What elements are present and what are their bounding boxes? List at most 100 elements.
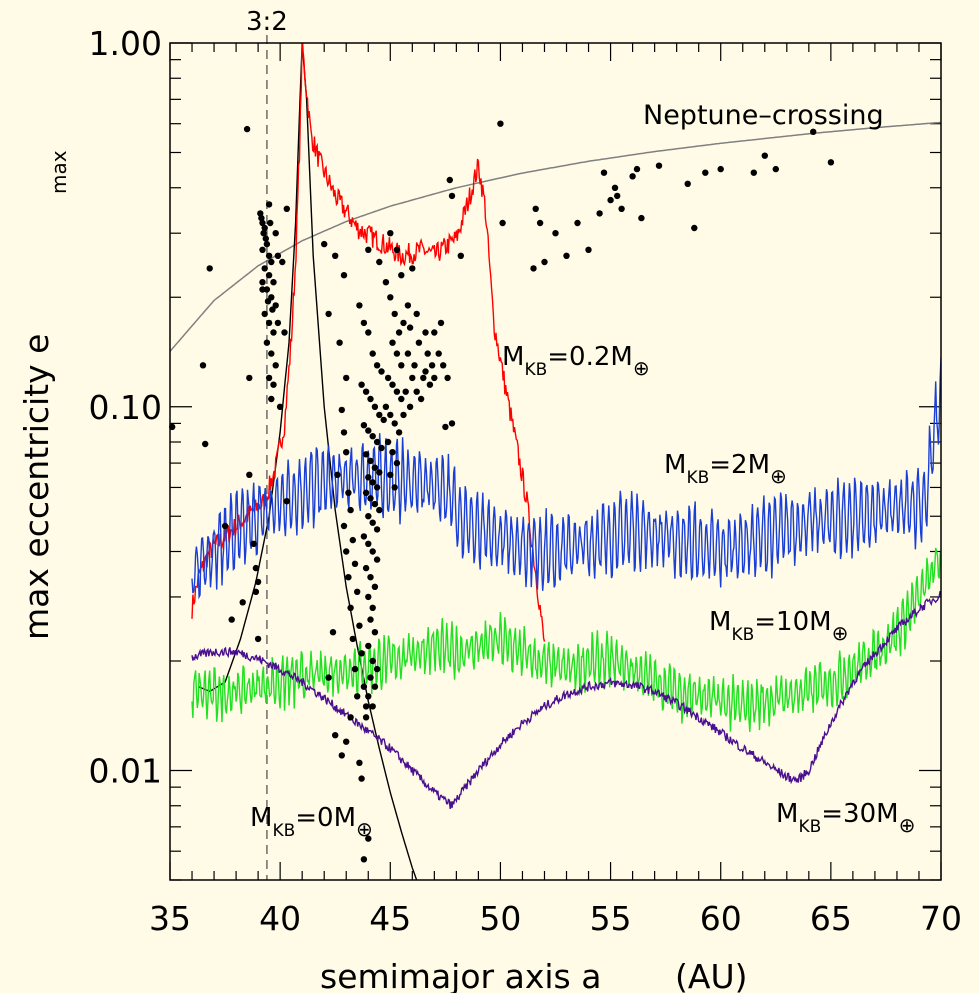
kbo-point bbox=[574, 219, 581, 227]
kbo-point bbox=[356, 302, 363, 309]
kbo-point bbox=[336, 339, 343, 346]
kbo-point bbox=[349, 635, 356, 643]
kbo-point bbox=[329, 629, 337, 636]
kbo-point bbox=[358, 650, 365, 657]
kbo-point bbox=[265, 374, 273, 382]
kbo-point bbox=[563, 252, 570, 259]
kbo-point bbox=[376, 258, 383, 266]
kbo-point bbox=[541, 258, 548, 266]
kbo-point bbox=[373, 484, 381, 491]
kbo-point bbox=[274, 252, 282, 259]
kbo-point bbox=[265, 319, 273, 327]
kbo-point bbox=[371, 583, 379, 590]
kbo-point bbox=[373, 362, 381, 369]
kbo-point bbox=[431, 329, 438, 336]
kbo-point bbox=[362, 489, 370, 496]
kbo-point bbox=[633, 165, 641, 173]
kbo-point bbox=[371, 683, 379, 690]
series-line-4 bbox=[191, 590, 941, 809]
kbo-point bbox=[411, 362, 418, 369]
kbo-point bbox=[259, 246, 266, 253]
kbo-point bbox=[655, 162, 663, 169]
x-tick-label: 50 bbox=[479, 899, 521, 938]
kbo-point bbox=[618, 205, 625, 212]
kbo-point bbox=[417, 395, 425, 403]
kbo-point bbox=[239, 599, 246, 606]
resonance-label: 3:2 bbox=[246, 7, 288, 37]
kbo-point bbox=[373, 665, 381, 673]
kbo-point bbox=[270, 279, 277, 286]
kbo-point bbox=[391, 484, 398, 491]
kbo-point bbox=[343, 548, 350, 555]
kbo-point bbox=[270, 329, 277, 336]
kbo-point bbox=[367, 574, 374, 581]
kbo-point bbox=[254, 578, 262, 586]
kbo-point bbox=[354, 693, 361, 700]
kbo-point bbox=[532, 205, 539, 212]
kbo-point bbox=[362, 714, 370, 721]
x-tick-label: 70 bbox=[920, 899, 962, 938]
kbo-point bbox=[440, 362, 447, 369]
kbo-point bbox=[334, 471, 341, 478]
kbo-point bbox=[373, 438, 381, 446]
kbo-point bbox=[356, 622, 363, 629]
kbo-point bbox=[395, 429, 403, 436]
kbo-point bbox=[338, 752, 345, 759]
kbo-point bbox=[373, 526, 381, 533]
series-labels: MKB=0M⊕ MKB=0.2M⊕ MKB=2M⊕ MKB=10M⊕ MKB=30M⊕ bbox=[250, 342, 915, 841]
kbo-point bbox=[367, 616, 374, 623]
kbo-point bbox=[263, 240, 271, 248]
kbo-point bbox=[246, 471, 253, 478]
kbo-point bbox=[382, 279, 390, 286]
kbo-point bbox=[384, 374, 392, 382]
kbo-point bbox=[254, 635, 262, 643]
kbo-point bbox=[600, 169, 608, 176]
kbo-point bbox=[402, 388, 409, 395]
kbo-point bbox=[393, 246, 401, 253]
kbo-point bbox=[437, 319, 445, 327]
kbo-point bbox=[340, 429, 348, 436]
kbo-point bbox=[338, 406, 345, 414]
kbo-point bbox=[365, 593, 372, 601]
kbo-point bbox=[362, 703, 370, 710]
kbo-point bbox=[259, 219, 266, 227]
kbo-point bbox=[202, 440, 209, 448]
x-axis-label: semimajor axis a bbox=[320, 957, 601, 993]
series-label-1: MKB=0.2M⊕ bbox=[502, 342, 650, 380]
kbo-point bbox=[365, 474, 372, 481]
kbo-point bbox=[243, 125, 251, 133]
series-label-4: MKB=30M⊕ bbox=[776, 799, 915, 837]
kbo-point bbox=[387, 230, 394, 237]
kbo-point bbox=[272, 362, 279, 369]
kbo-point bbox=[365, 642, 372, 650]
kbo-point bbox=[717, 165, 724, 173]
kbo-point bbox=[702, 169, 709, 176]
kbo-point bbox=[448, 192, 456, 200]
kbo-point bbox=[395, 329, 403, 336]
neptune-crossing-line bbox=[170, 121, 941, 352]
kbo-point bbox=[398, 272, 405, 279]
kbo-point bbox=[265, 272, 273, 279]
series-label-3: MKB=10M⊕ bbox=[709, 607, 848, 645]
kbo-point bbox=[358, 381, 365, 388]
kbo-point bbox=[448, 420, 456, 427]
kbo-point bbox=[376, 469, 383, 476]
kbo-point bbox=[362, 451, 370, 458]
neptune-crossing-label: Neptune–crossing bbox=[643, 100, 884, 131]
kbo-point bbox=[360, 422, 368, 429]
kbo-point bbox=[321, 240, 328, 248]
kbo-point bbox=[369, 433, 376, 440]
kbo-point bbox=[378, 444, 385, 452]
kbo-point bbox=[199, 362, 207, 369]
kbo-point bbox=[281, 329, 288, 336]
kbo-point bbox=[262, 235, 269, 242]
kbo-point bbox=[367, 395, 374, 403]
kbo-point bbox=[252, 588, 260, 595]
series-line-2 bbox=[191, 357, 941, 600]
kbo-point bbox=[393, 459, 401, 467]
kbo-point bbox=[404, 302, 412, 309]
kbo-point bbox=[261, 265, 268, 272]
series-label-2: MKB=2M⊕ bbox=[664, 450, 787, 488]
kbo-point bbox=[585, 246, 592, 253]
